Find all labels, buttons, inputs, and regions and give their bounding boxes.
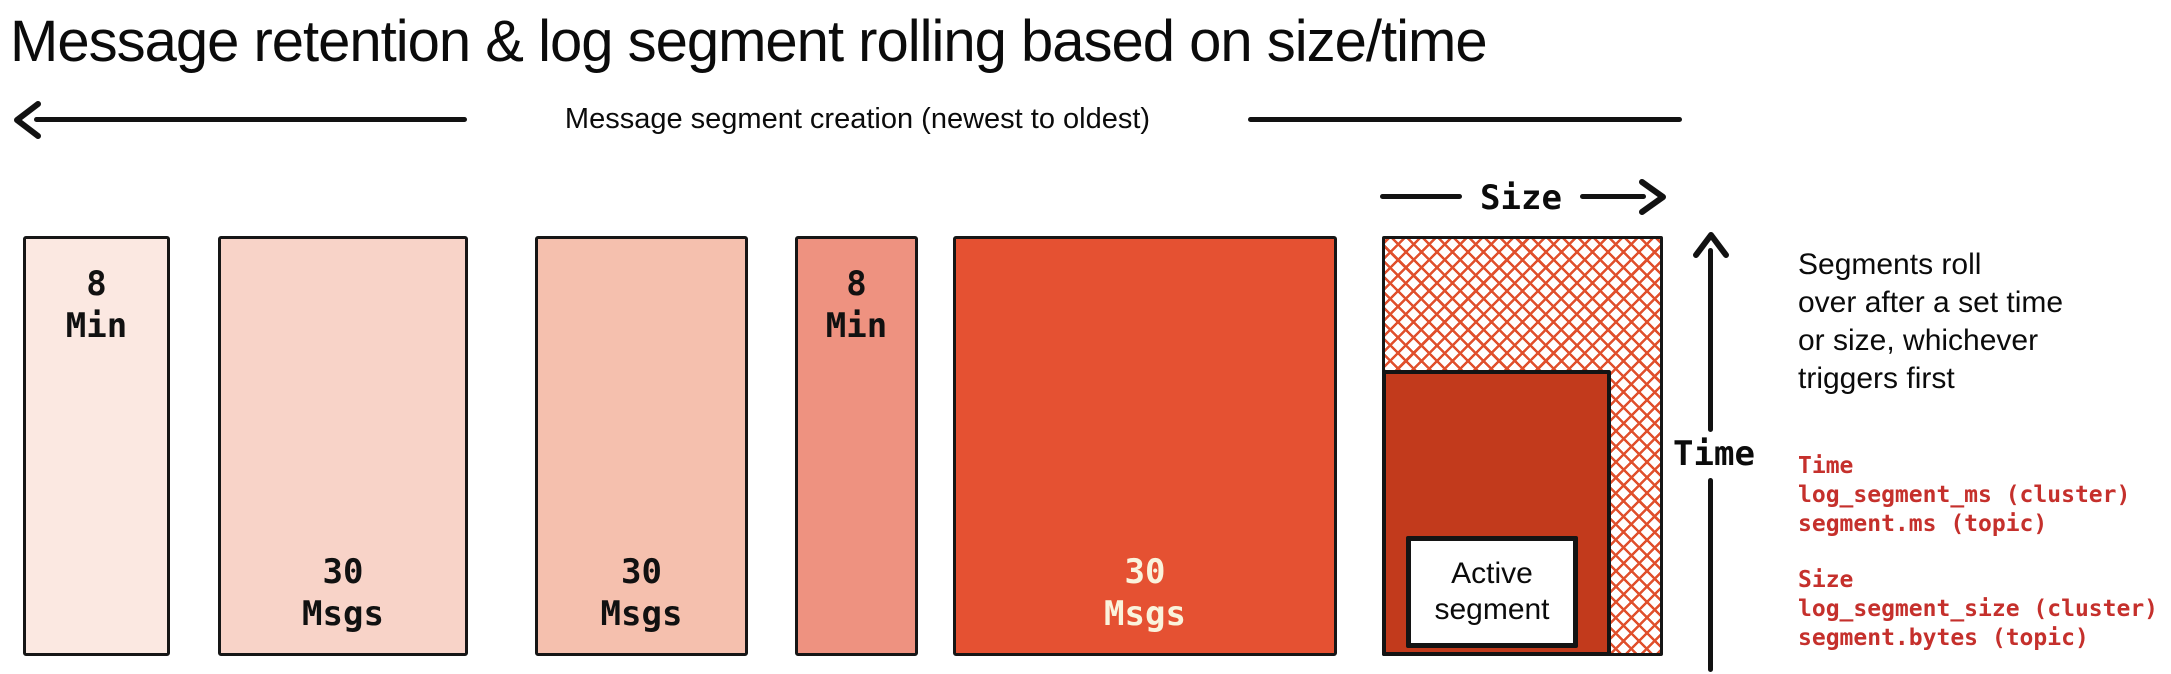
segment-label: 8 Min xyxy=(825,264,888,346)
segment-bar-time-rolled: 8 Min xyxy=(795,236,918,656)
creation-arrow-line xyxy=(1248,117,1682,122)
segment-label: 8 Min xyxy=(65,264,128,346)
arrow-left-icon xyxy=(14,101,41,139)
segment-label: 30 Msgs xyxy=(1104,552,1186,634)
segment-bar-size-rolled: 30 Msgs xyxy=(953,236,1337,656)
size-config-text: Size log_segment_size (cluster) segment.… xyxy=(1798,567,2159,651)
rollover-note: Segments roll over after a set time or s… xyxy=(1798,248,2064,395)
page-title: Message retention & log segment rolling … xyxy=(10,9,1488,74)
segment-bar-size-rolled: 30 Msgs xyxy=(218,236,468,656)
segment-label: 30 Msgs xyxy=(302,552,384,634)
time-axis-line xyxy=(1708,248,1713,432)
time-axis-line xyxy=(1708,478,1713,672)
size-axis-line xyxy=(1380,194,1462,199)
time-config-text: Time log_segment_ms (cluster) segment.ms… xyxy=(1798,453,2131,537)
size-axis-label: Size xyxy=(1480,178,1562,218)
segment-bar-time-rolled: 8 Min xyxy=(23,236,170,656)
size-axis-line xyxy=(1580,194,1646,199)
creation-arrow-label: Message segment creation (newest to olde… xyxy=(564,103,1151,135)
arrow-up-icon xyxy=(1693,232,1729,258)
arrow-right-icon xyxy=(1639,179,1666,215)
creation-arrow-line xyxy=(34,117,467,122)
segment-bar-size-rolled: 30 Msgs xyxy=(535,236,748,656)
time-axis-label: Time xyxy=(1673,434,1755,474)
segment-label: 30 Msgs xyxy=(600,552,683,634)
active-segment-box: Active segment xyxy=(1406,536,1578,648)
